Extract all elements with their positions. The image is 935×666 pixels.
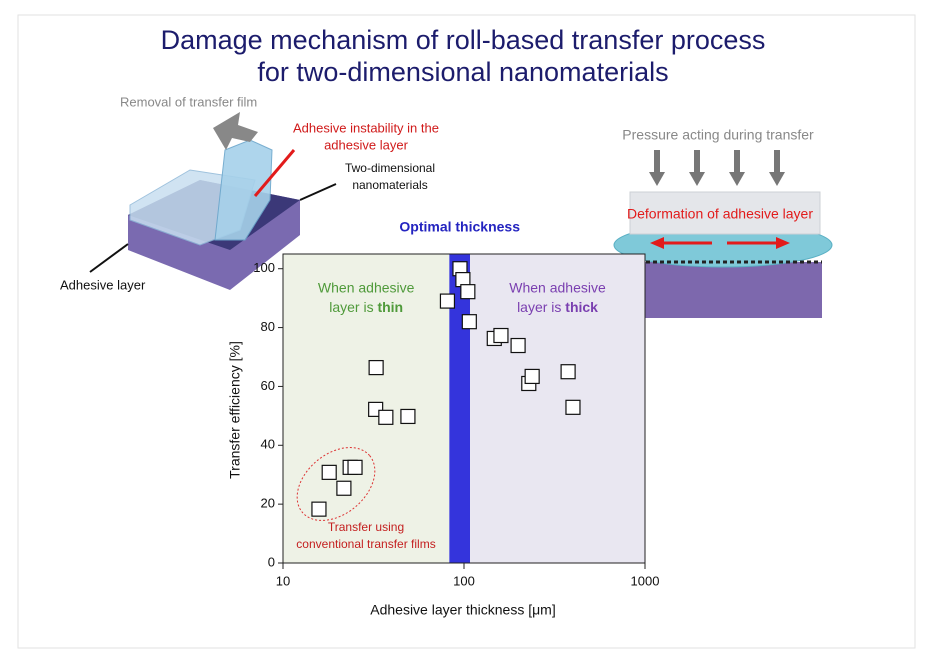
point: [378, 409, 394, 425]
label: Adhesive layer: [60, 277, 146, 292]
annotation: conventional transfer films: [296, 537, 435, 551]
label: Pressure acting during transfer: [622, 127, 814, 143]
annotation: Transfer using: [328, 520, 404, 534]
region-label: Optimal thickness: [399, 219, 520, 235]
point: [347, 459, 363, 475]
label: nanomaterials: [352, 178, 427, 192]
region-label-emphasis: thick: [565, 299, 598, 315]
region: [283, 254, 450, 563]
region-label: layer is thick: [517, 299, 598, 315]
point: [565, 399, 581, 415]
region-label: When adhesive: [318, 280, 415, 296]
label: Adhesive instability in the: [293, 120, 439, 135]
point: [493, 327, 509, 344]
region-label: When adhesive: [509, 280, 606, 296]
label: adhesive layer: [324, 137, 408, 152]
region: [470, 254, 645, 563]
region-label-emphasis: thin: [377, 299, 403, 315]
point: [524, 368, 540, 385]
label: Two-dimensional: [345, 161, 435, 175]
point: [368, 359, 384, 376]
slide-title: for two-dimensional nanomaterials: [257, 57, 668, 87]
point: [400, 408, 416, 425]
point: [311, 501, 327, 517]
annotation-ellipse: [296, 447, 376, 521]
slide-title: Damage mechanism of roll-based transfer …: [161, 25, 766, 55]
region-label-part: layer is: [329, 299, 377, 315]
label: Deformation of adhesive layer: [627, 206, 813, 222]
x-axis-label: Adhesive layer thickness [μm]: [370, 602, 555, 618]
point: [460, 284, 476, 300]
point: [321, 464, 337, 480]
region: [449, 254, 471, 563]
x-tick-label: 10: [276, 573, 290, 588]
y-tick-label: 40: [261, 437, 275, 452]
y-tick-label: 80: [261, 319, 275, 334]
x-tick-label: 100: [453, 573, 475, 588]
y-tick-label: 60: [261, 378, 275, 393]
right-illustration: [613, 150, 833, 318]
y-tick-label: 20: [261, 496, 275, 511]
point: [461, 314, 477, 330]
region-label: layer is thin: [329, 299, 403, 315]
plot: When adhesive layer is thin Optimal thickn…: [253, 219, 659, 589]
region-label-part: layer is: [517, 299, 565, 315]
y-axis-label: Transfer efficiency [%]: [227, 341, 243, 479]
label: Removal of transfer film: [120, 94, 257, 109]
point: [439, 293, 456, 309]
point: [560, 364, 576, 380]
y-tick-label: 100: [253, 260, 275, 275]
point: [510, 337, 526, 354]
left-illustration: [89, 112, 337, 290]
x-tick-label: 1000: [631, 573, 660, 588]
y-tick-label: 0: [268, 554, 275, 569]
point: [336, 480, 352, 496]
